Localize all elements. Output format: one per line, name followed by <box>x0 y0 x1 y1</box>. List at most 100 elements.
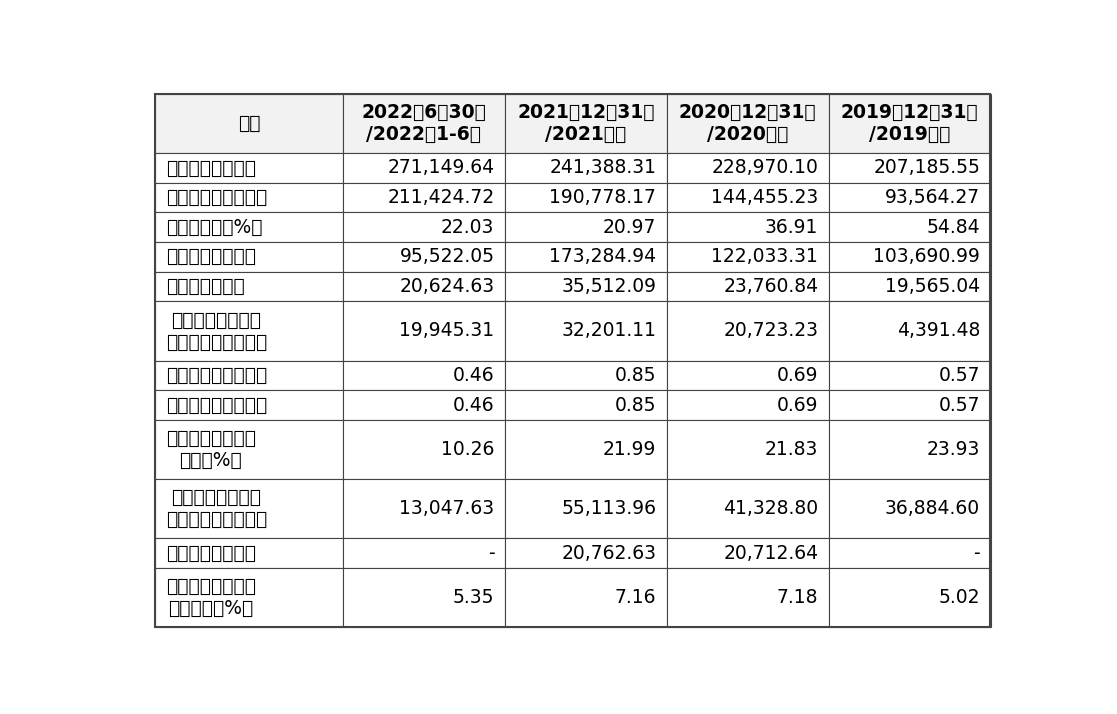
Bar <box>505 361 667 390</box>
Text: 0.85: 0.85 <box>614 366 657 385</box>
Bar <box>343 213 505 242</box>
Text: 0.57: 0.57 <box>938 396 980 415</box>
Bar <box>505 213 667 242</box>
Text: 2019年12月31日
/2019年度: 2019年12月31日 /2019年度 <box>841 103 978 144</box>
Bar <box>505 183 667 213</box>
Bar <box>505 538 667 568</box>
Bar <box>829 213 991 242</box>
Bar <box>829 272 991 301</box>
Text: 144,455.23: 144,455.23 <box>712 188 819 207</box>
Bar <box>343 538 505 568</box>
Text: 93,564.27: 93,564.27 <box>885 188 980 207</box>
Bar <box>667 568 829 627</box>
Text: 基本每股收益（元）: 基本每股收益（元） <box>165 366 267 385</box>
Text: 22.03: 22.03 <box>441 218 495 237</box>
Bar <box>829 361 991 390</box>
Text: 10.26: 10.26 <box>441 440 495 459</box>
Text: 0.46: 0.46 <box>452 366 495 385</box>
Bar <box>343 390 505 420</box>
Text: 20,723.23: 20,723.23 <box>724 321 819 341</box>
Text: 122,033.31: 122,033.31 <box>712 247 819 266</box>
Text: 2022年6月30日
/2022年1-6月: 2022年6月30日 /2022年1-6月 <box>362 103 486 144</box>
Text: 稀释每股收益（元）: 稀释每股收益（元） <box>165 396 267 415</box>
Text: 21.99: 21.99 <box>603 440 657 459</box>
Bar <box>505 154 667 183</box>
Bar <box>505 94 667 154</box>
Bar <box>829 479 991 538</box>
Text: 19,945.31: 19,945.31 <box>400 321 495 341</box>
Bar <box>667 183 829 213</box>
Bar <box>667 538 829 568</box>
Bar <box>667 301 829 361</box>
Text: 资产总额（万元）: 资产总额（万元） <box>165 159 256 178</box>
Text: 54.84: 54.84 <box>926 218 980 237</box>
Text: 现金分红（万元）: 现金分红（万元） <box>165 543 256 563</box>
Text: 32,201.11: 32,201.11 <box>562 321 657 341</box>
Text: 营业收入（万元）: 营业收入（万元） <box>165 247 256 266</box>
Bar <box>829 154 991 183</box>
Text: 228,970.10: 228,970.10 <box>712 159 819 178</box>
Bar <box>155 538 343 568</box>
Bar <box>155 361 343 390</box>
Bar <box>343 242 505 272</box>
Text: 36.91: 36.91 <box>765 218 819 237</box>
Text: 35,512.09: 35,512.09 <box>562 277 657 296</box>
Text: 20,624.63: 20,624.63 <box>400 277 495 296</box>
Text: -: - <box>488 543 495 563</box>
Bar <box>155 183 343 213</box>
Bar <box>343 301 505 361</box>
Text: 41,328.80: 41,328.80 <box>723 499 819 518</box>
Bar <box>667 479 829 538</box>
Bar <box>667 154 829 183</box>
Text: 173,284.94: 173,284.94 <box>550 247 657 266</box>
Bar <box>667 242 829 272</box>
Text: 20,712.64: 20,712.64 <box>723 543 819 563</box>
Text: 0.69: 0.69 <box>776 366 819 385</box>
Text: 23.93: 23.93 <box>927 440 980 459</box>
Bar <box>505 242 667 272</box>
Bar <box>343 154 505 183</box>
Bar <box>155 568 343 627</box>
Bar <box>343 361 505 390</box>
Bar <box>505 568 667 627</box>
Text: 项目: 项目 <box>238 114 260 133</box>
Text: 13,047.63: 13,047.63 <box>400 499 495 518</box>
Text: 0.57: 0.57 <box>938 366 980 385</box>
Bar <box>667 94 829 154</box>
Text: 211,424.72: 211,424.72 <box>388 188 495 207</box>
Text: 资产负债率（%）: 资产负债率（%） <box>165 218 262 237</box>
Text: 5.02: 5.02 <box>938 588 980 607</box>
Text: 0.46: 0.46 <box>452 396 495 415</box>
Bar <box>667 272 829 301</box>
Bar <box>155 479 343 538</box>
Bar <box>667 420 829 479</box>
Text: -: - <box>974 543 980 563</box>
Text: 扣除非经常性损益
后的净利润（万元）: 扣除非经常性损益 后的净利润（万元） <box>165 311 267 351</box>
Text: 2021年12月31日
/2021年度: 2021年12月31日 /2021年度 <box>517 103 655 144</box>
Bar <box>155 242 343 272</box>
Bar <box>155 154 343 183</box>
Text: 103,690.99: 103,690.99 <box>873 247 980 266</box>
Bar <box>155 420 343 479</box>
Text: 190,778.17: 190,778.17 <box>550 188 657 207</box>
Bar <box>155 390 343 420</box>
Bar <box>829 420 991 479</box>
Text: 0.69: 0.69 <box>776 396 819 415</box>
Bar <box>343 272 505 301</box>
Bar <box>505 420 667 479</box>
Bar <box>829 568 991 627</box>
Bar <box>343 183 505 213</box>
Text: 5.35: 5.35 <box>454 588 495 607</box>
Bar <box>155 301 343 361</box>
Bar <box>155 213 343 242</box>
Bar <box>343 568 505 627</box>
Text: 36,884.60: 36,884.60 <box>885 499 980 518</box>
Text: 241,388.31: 241,388.31 <box>550 159 657 178</box>
Bar <box>667 213 829 242</box>
Text: 4,391.48: 4,391.48 <box>897 321 980 341</box>
Text: 23,760.84: 23,760.84 <box>723 277 819 296</box>
Text: 7.18: 7.18 <box>776 588 819 607</box>
Bar <box>667 361 829 390</box>
Bar <box>343 479 505 538</box>
Bar <box>505 272 667 301</box>
